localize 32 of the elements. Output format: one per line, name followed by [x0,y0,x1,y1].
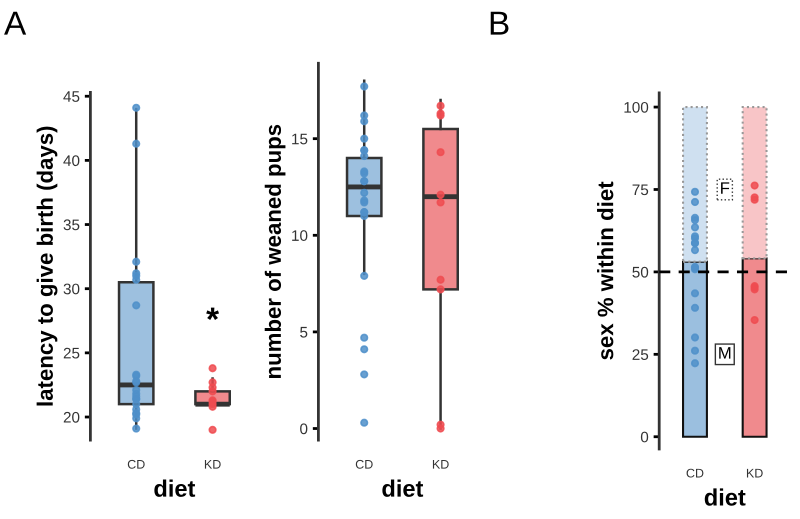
text: B [490,12,508,35]
y-axis-title: number of weaned pups [264,124,286,378]
x-axis-title: diet [704,488,746,506]
y-tick-label: 5 [300,326,308,338]
y-tick-label: 0 [640,432,648,442]
annotation: M [719,347,730,359]
y-axis-title: sex % within diet [597,182,614,360]
y-tick-label: 75 [632,184,648,196]
y-tick-label: 10 [292,230,308,241]
x-axis-title: diet [154,480,196,497]
x-tick-label: CD [128,460,145,469]
y-tick-label: 35 [64,219,80,230]
x-tick-label: KD [204,460,221,469]
text: A [4,12,26,35]
x-tick-label: CD [686,468,704,478]
y-axis-title: latency to give birth (days) [36,126,58,406]
x-tick-label: CD [356,460,373,469]
y-tick-label: 30 [64,284,80,294]
y-tick-label: 45 [63,91,80,102]
y-tick-label: 100 [624,102,648,113]
y-tick-label: 50 [632,266,648,278]
y-tick-label: 25 [632,349,648,360]
x-tick-label: KD [432,460,449,469]
x-tick-label: KD [746,468,763,478]
annotation: F [721,182,730,194]
x-axis-title: diet [382,480,424,497]
annotation: * [206,308,220,320]
y-tick-label: 25 [64,348,80,359]
y-tick-label: 20 [64,412,80,423]
y-tick-label: 15 [292,134,308,144]
y-tick-label: 0 [300,423,308,434]
y-tick-label: 40 [63,155,80,166]
